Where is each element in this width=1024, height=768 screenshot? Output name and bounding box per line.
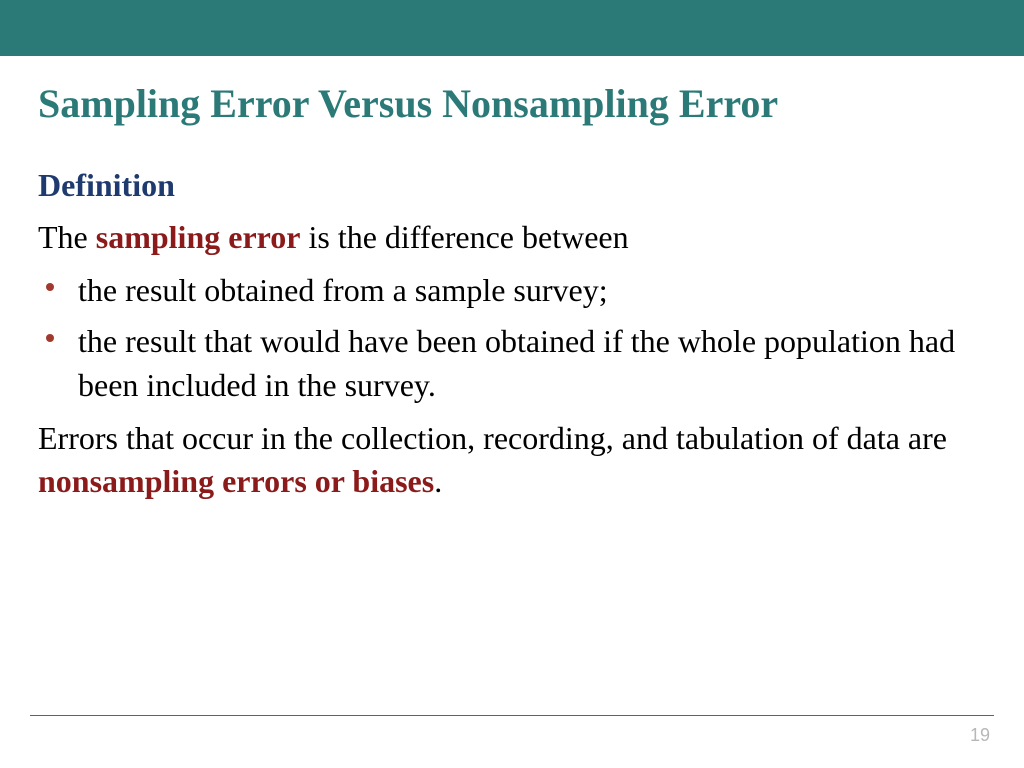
bullet-text: the result that would have been obtained…	[78, 323, 955, 402]
bullet-list: the result obtained from a sample survey…	[38, 269, 986, 407]
list-item: the result that would have been obtained…	[38, 320, 986, 406]
intro-post: is the difference between	[300, 219, 628, 255]
closing-sentence: Errors that occur in the collection, rec…	[38, 417, 986, 503]
closing-pre: Errors that occur in the collection, rec…	[38, 420, 947, 456]
definition-heading: Definition	[38, 167, 986, 204]
term-nonsampling-errors: nonsampling errors or biases	[38, 463, 434, 499]
footer-divider	[30, 715, 994, 716]
term-sampling-error: sampling error	[96, 219, 301, 255]
bullet-icon	[46, 283, 54, 291]
bullet-icon	[46, 334, 54, 342]
closing-post: .	[434, 463, 442, 499]
slide-title: Sampling Error Versus Nonsampling Error	[38, 80, 986, 127]
page-number: 19	[970, 725, 990, 746]
bullet-text: the result obtained from a sample survey…	[78, 272, 608, 308]
header-bar	[0, 0, 1024, 56]
intro-pre: The	[38, 219, 96, 255]
slide: Sampling Error Versus Nonsampling Error …	[0, 0, 1024, 768]
intro-sentence: The sampling error is the difference bet…	[38, 216, 986, 259]
list-item: the result obtained from a sample survey…	[38, 269, 986, 312]
content-area: Sampling Error Versus Nonsampling Error …	[38, 80, 986, 513]
